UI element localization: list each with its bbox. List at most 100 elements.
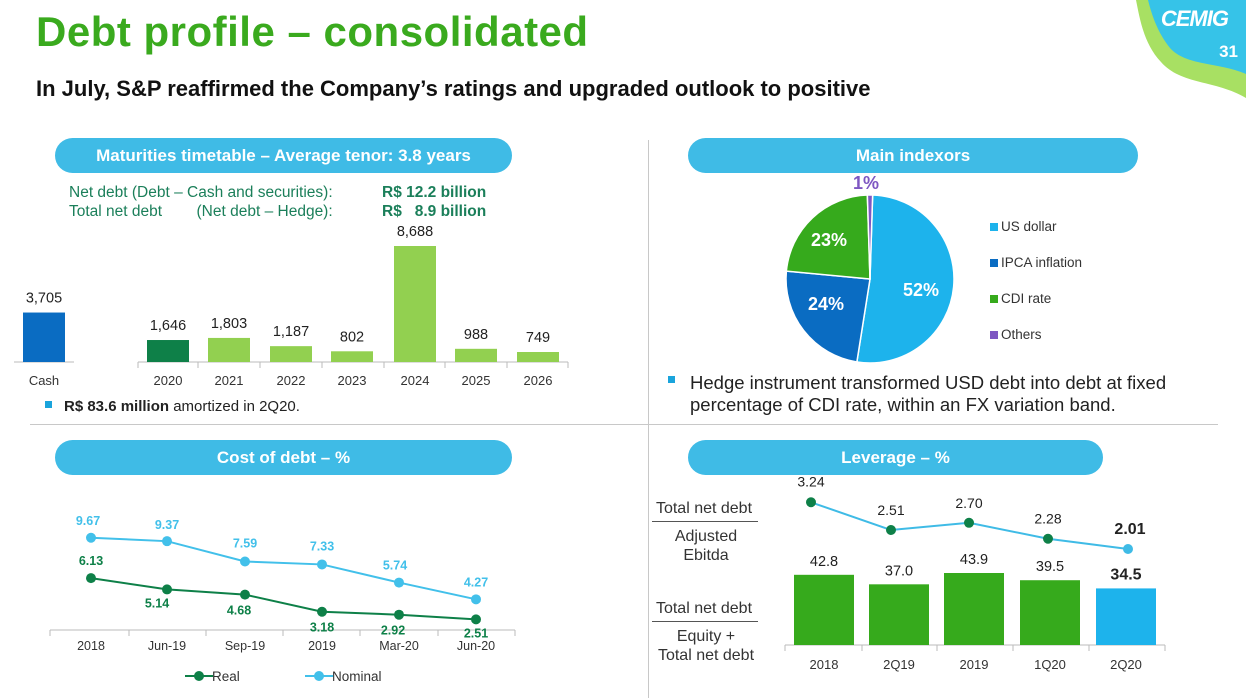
leverage-bar-label: 34.5 [1110,566,1141,583]
x-tick-label: 2019 [308,639,336,653]
pie-slice [856,194,955,364]
pie-slice-label: 52% [903,280,939,300]
data-point [162,584,172,595]
data-point [806,497,816,508]
total-net-debt-value: R$ 8.9 billion [382,203,487,220]
page-subtitle: In July, S&P reaffirmed the Company’s ra… [36,76,871,101]
data-point [394,609,404,620]
legend-swatch [990,294,998,303]
pie-slice [785,194,871,280]
cemig-logo: CEMIG [1160,6,1229,31]
legend-label: Real [212,669,240,684]
data-point-label: 9.37 [155,518,179,532]
vertical-divider [648,140,649,698]
leverage-bar-label: 39.5 [1036,559,1064,575]
leverage-bar [794,574,854,645]
maturity-bar [23,312,65,362]
data-point-label: 4.27 [464,575,488,589]
bullet-icon [45,401,52,408]
maturity-category-label: 2024 [401,373,430,388]
data-point [86,573,96,584]
maturity-bar [208,337,250,362]
indexors-header: Main indexors [688,138,1138,173]
data-point [471,614,481,625]
x-tick-label: 2018 [77,639,105,653]
maturity-bar [147,340,189,362]
data-point [86,532,96,543]
page-title: Debt profile – consolidated [36,8,589,55]
x-tick-label: Jun-19 [148,639,186,653]
leverage-bar-label: 37.0 [885,563,913,579]
data-point-label: 2.92 [381,624,405,638]
data-point [1043,533,1053,544]
data-point-label: 3.18 [310,621,334,635]
maturity-value-label: 1,187 [273,324,309,340]
data-point [471,594,481,605]
legend-label: Others [1001,327,1042,342]
x-tick-label: Mar-20 [379,639,419,653]
page-number: 31 [1219,42,1238,61]
data-point-label: 2.01 [1114,521,1145,538]
maturity-value-label: 3,705 [26,291,62,307]
pie-slice-label: 24% [808,294,844,314]
pie-slice [785,270,871,363]
leverage-bar [944,573,1004,645]
maturity-category-label: 2026 [524,373,553,388]
logo-shape [1136,0,1246,98]
legend-marker [314,671,324,681]
series-line-real [90,577,477,621]
maturity-value-label: 749 [526,330,550,346]
legend-label: CDI rate [1001,291,1052,306]
legend-swatch [990,258,998,267]
x-tick-label: 2Q20 [1110,657,1142,672]
x-tick-label: Jun-20 [457,639,495,653]
total-net-debt-label: Total net debt (Net debt – Hedge): [69,203,333,220]
leverage-bar-label: 43.9 [960,552,988,568]
x-tick-label: Sep-19 [225,639,265,653]
legend-swatch [990,222,998,231]
data-point-label: 7.59 [233,536,257,550]
net-debt-value: R$ 12.2 billion [382,184,487,201]
maturity-value-label: 802 [340,329,364,345]
ratio2-denominator-a: Equity + [676,628,736,645]
ratio1-divider [652,521,758,522]
pie-slice [866,194,874,280]
legend-label: US dollar [1001,219,1057,234]
data-point [886,525,896,535]
leverage-bar [1096,588,1156,645]
leverage-bar [869,584,929,645]
ratio1-denominator-a: Adjusted [674,528,738,545]
maturity-bar [270,346,312,362]
leverage-bar-label: 42.8 [810,554,838,570]
data-point-label: 6.13 [79,554,103,568]
data-point-label: 7.33 [310,539,334,553]
maturity-bar [394,246,436,362]
data-point-label: 2.51 [464,626,488,640]
data-point [394,577,404,588]
pie-legend-item: Others [990,327,1042,342]
bullet-icon [668,376,675,383]
maturity-category-label: 2020 [154,373,183,388]
maturity-category-label: Cash [29,373,59,388]
maturity-value-label: 1,803 [211,316,247,332]
x-tick-label: 2019 [960,657,989,672]
pie-legend-item: US dollar [990,219,1057,234]
horizontal-divider [30,424,1218,425]
legend-marker [194,671,204,681]
pie-slice-label: 23% [811,230,847,250]
maturities-header: Maturities timetable – Average tenor: 3.… [55,138,512,173]
data-point [1123,544,1133,554]
legend-label: IPCA inflation [1001,255,1083,270]
net-debt-label: Net debt (Debt – Cash and securities): [69,184,333,201]
maturity-value-label: 1,646 [150,318,186,334]
maturity-category-label: 2021 [215,373,244,388]
maturity-category-label: 2023 [338,373,367,388]
maturity-category-label: 2022 [277,373,306,388]
maturity-bar [517,351,559,362]
legend-label: Nominal [332,669,382,684]
x-tick-label: 1Q20 [1034,657,1066,672]
data-point [317,559,327,570]
maturity-bar [455,348,497,362]
